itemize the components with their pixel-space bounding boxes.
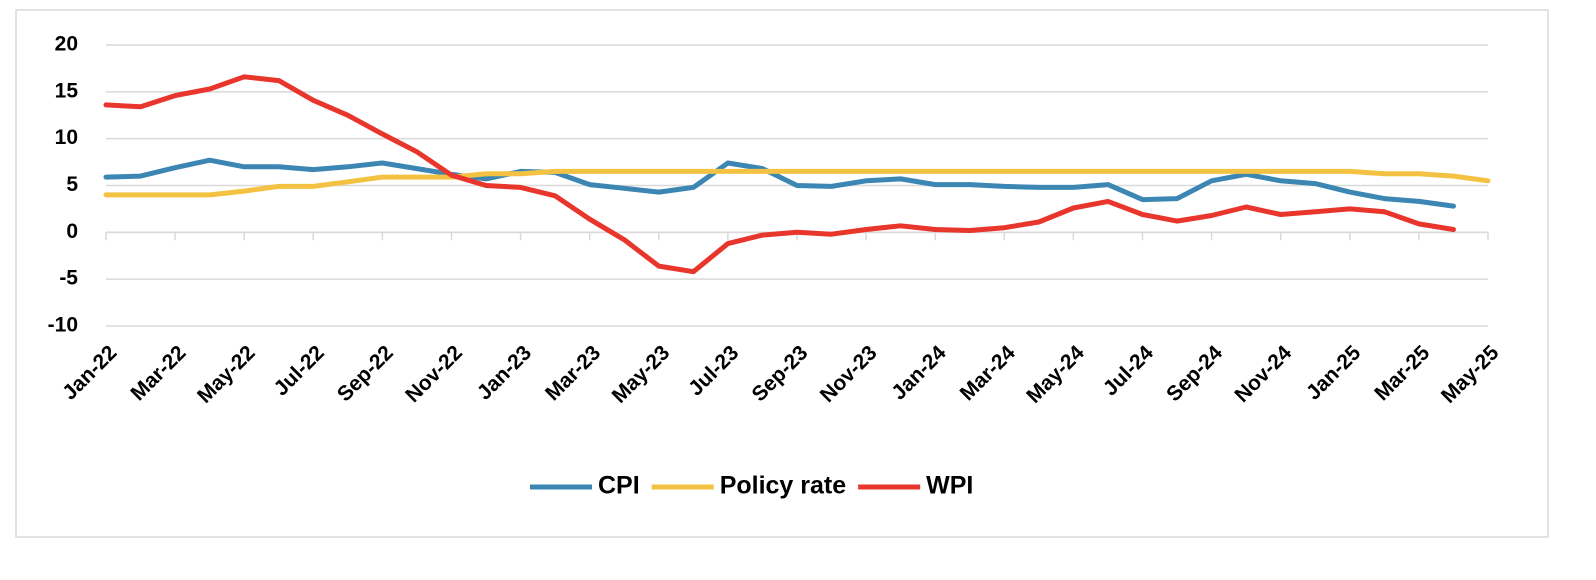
series-line — [103, 74, 1456, 275]
y-tick-label: 10 — [55, 126, 78, 149]
y-tick-label: 15 — [55, 79, 79, 102]
chart-frame — [15, 9, 1549, 538]
legend-label: Policy rate — [720, 472, 847, 500]
series-line — [103, 157, 1456, 209]
series-line — [103, 168, 1491, 198]
y-tick-label: 5 — [66, 173, 78, 196]
y-tick-label: 0 — [66, 220, 78, 243]
legend: CPI Policy rate WPI — [530, 472, 973, 500]
y-tick-label: -10 — [48, 314, 78, 337]
legend-label: WPI — [926, 472, 973, 500]
legend-label: CPI — [598, 472, 640, 500]
y-tick-label: 20 — [55, 33, 78, 56]
y-tick-label: -5 — [59, 267, 78, 290]
